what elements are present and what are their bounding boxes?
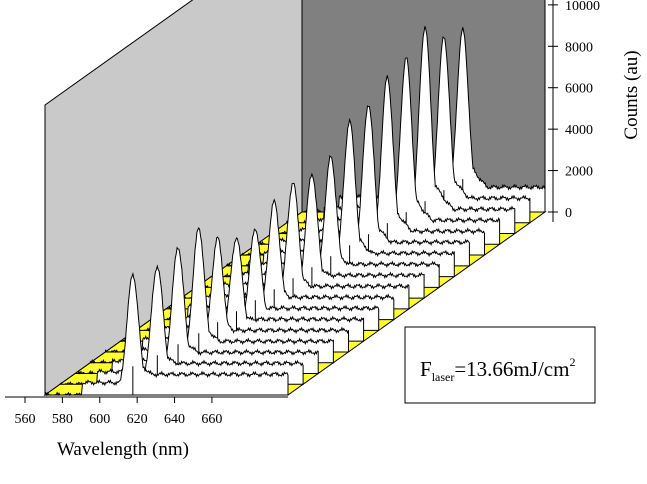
x-tick-label: 640	[164, 412, 185, 427]
spectra-series-group	[44, 26, 546, 397]
y-tick-label: 0	[565, 206, 572, 221]
annotation-subscript: laser	[432, 370, 455, 384]
x-axis-title: Wavelength (nm)	[57, 439, 189, 460]
spectrum-trace	[44, 271, 289, 397]
y-axis: 020004000600080001000012000	[548, 0, 600, 222]
fluence-annotation: Flaser=13.66mJ/cm2	[404, 326, 596, 404]
spectrum-trace	[73, 246, 319, 375]
x-axis: 560 580 600 620 640 660	[5, 396, 288, 427]
x-tick-label: 560	[15, 412, 36, 427]
annotation-value: =13.66mJ/cm	[454, 357, 569, 381]
x-tick-label: 620	[127, 412, 148, 427]
y-axis-title: Counts (au)	[621, 50, 642, 139]
svg-text:Flaser=13.66mJ/cm2: Flaser=13.66mJ/cm2	[420, 355, 575, 384]
spectrum-trace	[59, 264, 304, 386]
y-tick-label: 8000	[565, 40, 593, 55]
annotation-prefix: F	[420, 357, 432, 381]
x-tick-label: 600	[89, 412, 110, 427]
x-tick-label: 580	[52, 412, 73, 427]
y-tick-label: 6000	[565, 82, 593, 97]
fluence-annotation-box	[404, 326, 596, 404]
annotation-superscript: 2	[569, 355, 575, 369]
y-tick-label: 2000	[565, 165, 593, 180]
y-tick-label: 4000	[565, 123, 593, 138]
y-tick-label: 10000	[565, 0, 600, 14]
x-tick-label: 660	[201, 412, 222, 427]
